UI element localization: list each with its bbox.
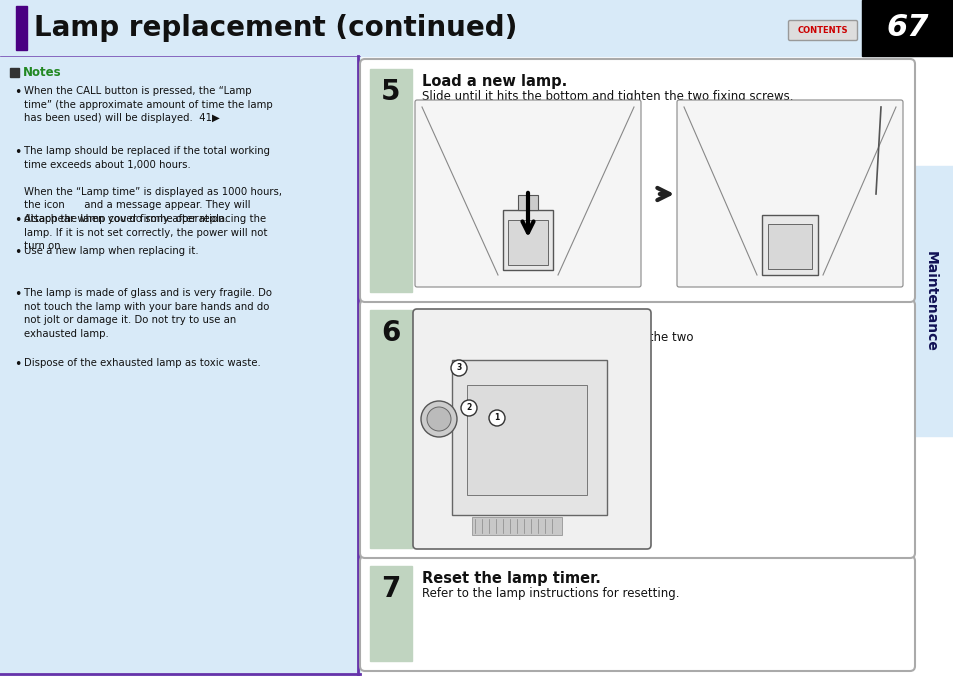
Bar bbox=[452, 360, 606, 515]
FancyBboxPatch shape bbox=[359, 556, 914, 671]
Bar bbox=[10, 68, 19, 77]
Text: Maintenance: Maintenance bbox=[923, 251, 937, 352]
FancyBboxPatch shape bbox=[415, 100, 640, 287]
Text: When the CALL button is pressed, the “Lamp
time” (the approximate amount of time: When the CALL button is pressed, the “La… bbox=[24, 86, 273, 123]
FancyBboxPatch shape bbox=[359, 59, 914, 302]
Text: Lamp replacement (continued): Lamp replacement (continued) bbox=[34, 14, 517, 42]
Text: 2: 2 bbox=[466, 404, 471, 412]
Text: Slide the cover into place and tighten the two
screws.: Slide the cover into place and tighten t… bbox=[421, 331, 693, 360]
Bar bbox=[472, 517, 561, 535]
Circle shape bbox=[460, 400, 476, 416]
Bar bbox=[467, 385, 586, 495]
Text: Attach the lamp cover.: Attach the lamp cover. bbox=[421, 315, 608, 330]
Text: Load a new lamp.: Load a new lamp. bbox=[421, 74, 567, 89]
Bar bbox=[761, 215, 817, 275]
Bar bbox=[16, 6, 27, 50]
Text: Reset the lamp timer.: Reset the lamp timer. bbox=[421, 571, 600, 586]
Bar bbox=[370, 566, 412, 661]
Circle shape bbox=[489, 410, 504, 426]
Bar bbox=[502, 210, 553, 270]
Bar bbox=[370, 69, 412, 292]
Bar bbox=[0, 56, 359, 676]
Text: Attach the lamp cover firmly after replacing the
lamp. If it is not set correctl: Attach the lamp cover firmly after repla… bbox=[24, 214, 267, 251]
Text: •: • bbox=[14, 358, 21, 371]
FancyBboxPatch shape bbox=[788, 20, 857, 41]
FancyBboxPatch shape bbox=[677, 100, 902, 287]
Bar bbox=[517, 195, 537, 210]
Text: •: • bbox=[14, 86, 21, 99]
Bar bbox=[907, 166, 953, 436]
Bar bbox=[767, 224, 811, 269]
Text: 67: 67 bbox=[886, 14, 928, 43]
Text: •: • bbox=[14, 146, 21, 159]
Text: Notes: Notes bbox=[23, 66, 62, 78]
Text: The lamp is made of glass and is very fragile. Do
not touch the lamp with your b: The lamp is made of glass and is very fr… bbox=[24, 288, 272, 339]
Text: 3: 3 bbox=[456, 364, 461, 372]
Text: CONTENTS: CONTENTS bbox=[797, 26, 847, 35]
Text: •: • bbox=[14, 246, 21, 259]
Text: Dispose of the exhausted lamp as toxic waste.: Dispose of the exhausted lamp as toxic w… bbox=[24, 358, 260, 368]
Circle shape bbox=[451, 360, 467, 376]
FancyBboxPatch shape bbox=[413, 309, 650, 549]
Text: The lamp should be replaced if the total working
time exceeds about 1,000 hours.: The lamp should be replaced if the total… bbox=[24, 146, 282, 224]
Text: 6: 6 bbox=[381, 319, 400, 347]
Text: •: • bbox=[14, 214, 21, 227]
Text: Use a new lamp when replacing it.: Use a new lamp when replacing it. bbox=[24, 246, 198, 256]
Text: 1: 1 bbox=[494, 414, 499, 422]
Circle shape bbox=[420, 401, 456, 437]
FancyBboxPatch shape bbox=[359, 300, 914, 558]
Circle shape bbox=[427, 407, 451, 431]
Text: 5: 5 bbox=[381, 78, 400, 106]
Text: •: • bbox=[14, 288, 21, 301]
Bar bbox=[370, 310, 412, 548]
Text: 7: 7 bbox=[381, 575, 400, 603]
Bar bbox=[507, 220, 547, 265]
Text: Slide until it hits the bottom and tighten the two fixing screws.: Slide until it hits the bottom and tight… bbox=[421, 90, 793, 103]
Text: Refer to the lamp instructions for resetting.: Refer to the lamp instructions for reset… bbox=[421, 587, 679, 600]
Bar bbox=[0, 0, 953, 56]
Bar bbox=[862, 0, 953, 56]
